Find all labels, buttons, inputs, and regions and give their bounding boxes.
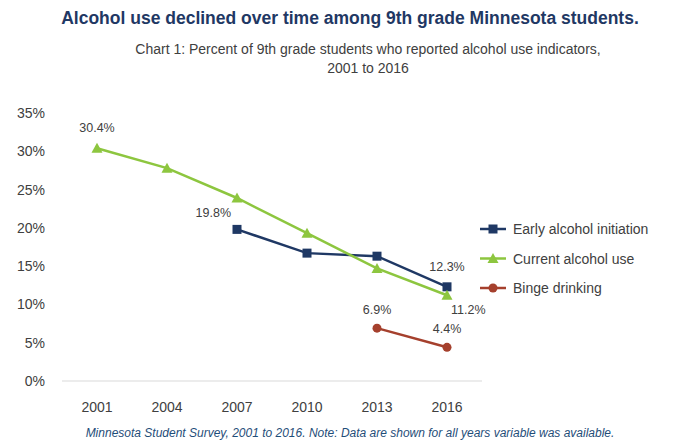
legend-marker xyxy=(488,253,499,263)
legend: Early alcohol initiation Current alcohol … xyxy=(480,221,648,296)
x-tick-label: 2016 xyxy=(431,399,462,415)
x-axis-line xyxy=(62,381,482,382)
y-tick xyxy=(59,113,62,114)
title: Alcohol use declined over time among 9th… xyxy=(61,8,639,28)
legend-label: Early alcohol initiation xyxy=(513,221,648,237)
data-label: 19.8% xyxy=(196,206,231,220)
legend-label: Current alcohol use xyxy=(513,251,635,267)
data-point xyxy=(232,192,243,202)
note: Minnesota Student Survey, 2001 to 2016. … xyxy=(86,426,615,440)
legend-marker xyxy=(489,225,498,234)
data-point xyxy=(162,163,173,173)
subtitle-line: 2001 to 2016 xyxy=(327,60,409,76)
data-point xyxy=(302,228,313,238)
y-tick-label: 25% xyxy=(17,182,45,198)
data-label: 11.2% xyxy=(451,303,486,317)
subtitle-line: Chart 1: Percent of 9th grade students w… xyxy=(135,41,600,57)
x-tick-label: 2001 xyxy=(81,399,112,415)
x-tick-label: 2013 xyxy=(361,399,392,415)
y-tick xyxy=(59,227,62,228)
data-point xyxy=(373,252,382,261)
y-tick-label: 0% xyxy=(25,373,45,389)
y-tick-label: 35% xyxy=(17,105,45,121)
series-line xyxy=(97,148,447,295)
data-point xyxy=(373,324,382,333)
legend-label: Binge drinking xyxy=(513,280,602,296)
y-tick-label: 20% xyxy=(17,220,45,236)
data-label: 30.4% xyxy=(79,121,114,135)
background xyxy=(0,0,700,446)
subtitle: Chart 1: Percent of 9th grade students w… xyxy=(135,41,600,76)
data-label: 6.9% xyxy=(363,303,392,317)
data-label: 4.4% xyxy=(433,322,462,336)
data-point xyxy=(442,290,453,300)
y-tick xyxy=(59,151,62,152)
data-point xyxy=(372,263,383,273)
data-point xyxy=(92,143,103,153)
chart: Alcohol use declined over time among 9th… xyxy=(0,0,700,446)
y-tick xyxy=(59,266,62,267)
x-tick-label: 2010 xyxy=(291,399,322,415)
y-tick-label: 30% xyxy=(17,143,45,159)
data-point xyxy=(303,249,312,258)
data-point xyxy=(443,343,452,352)
x-tick-label: 2007 xyxy=(221,399,252,415)
y-tick-label: 15% xyxy=(17,258,45,274)
y-tick xyxy=(59,342,62,343)
series-line xyxy=(237,229,447,286)
y-tick-label: 5% xyxy=(25,335,45,351)
y-tick xyxy=(59,304,62,305)
y-tick xyxy=(59,381,62,382)
plot-area xyxy=(92,143,453,352)
legend-marker xyxy=(489,284,498,293)
data-label: 12.3% xyxy=(429,260,464,274)
y-tick-label: 10% xyxy=(17,296,45,312)
x-tick-label: 2004 xyxy=(151,399,182,415)
data-point xyxy=(233,225,242,234)
y-tick xyxy=(59,189,62,190)
